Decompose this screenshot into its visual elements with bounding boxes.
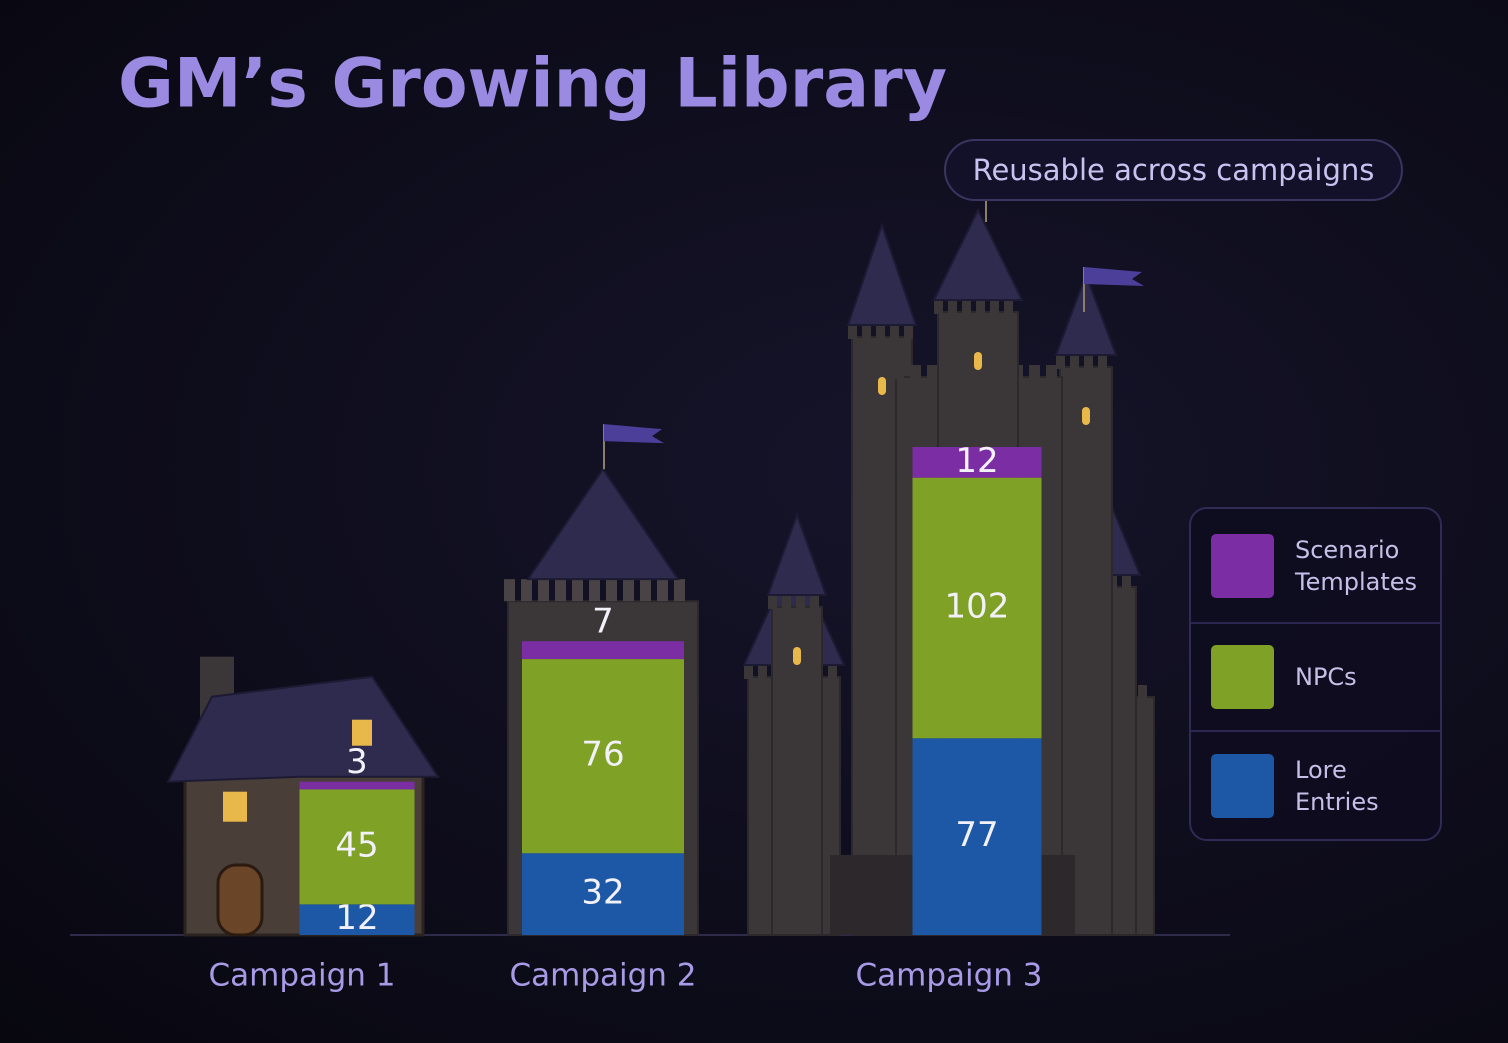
battlement [1084, 355, 1093, 369]
flag [1084, 267, 1144, 286]
value-label: 7 [592, 602, 614, 642]
bar-segment [522, 659, 684, 854]
legend-swatch [1211, 533, 1274, 598]
battlement [555, 579, 566, 602]
legend-item: Scenario Templates [1191, 509, 1440, 622]
value-label: 45 [335, 825, 378, 865]
house-roof [166, 675, 440, 783]
battlement [640, 579, 651, 602]
battlement [1004, 300, 1013, 314]
x-tick-label: Campaign 1 [208, 958, 395, 994]
legend-item: Lore Entries [1191, 730, 1440, 839]
x-tick-label: Campaign 3 [855, 958, 1042, 994]
battlement [1056, 355, 1065, 369]
battlement [796, 595, 805, 609]
battlement [904, 325, 913, 339]
battlement [572, 579, 583, 602]
battlement [1046, 365, 1057, 379]
battlement [862, 325, 871, 339]
battlement [848, 325, 857, 339]
battlement [538, 579, 549, 602]
legend-item: NPCs [1191, 622, 1440, 730]
battlement [890, 325, 899, 339]
battlement [962, 300, 971, 314]
annotation: Reusable across campaigns [944, 139, 1403, 201]
bar-segment [299, 781, 415, 790]
battlement [927, 365, 938, 379]
x-tick-label: Campaign 2 [509, 958, 696, 994]
battlement [782, 595, 791, 609]
battlement [1029, 365, 1040, 379]
battlement [674, 579, 685, 602]
door [216, 863, 264, 937]
window [974, 352, 982, 370]
value-label: 76 [581, 735, 624, 775]
battlement [876, 325, 885, 339]
battlement [657, 579, 668, 602]
bar-segment [912, 477, 1042, 739]
bar-segment [522, 853, 684, 935]
battlement [1070, 355, 1079, 369]
battlement [810, 595, 819, 609]
window [1082, 407, 1090, 425]
bar-segment [299, 789, 415, 905]
battlement [623, 579, 634, 602]
battlement [1138, 685, 1147, 699]
battlement [976, 300, 985, 314]
battlement [948, 300, 957, 314]
legend-swatch [1211, 645, 1274, 709]
battlement [504, 579, 515, 602]
legend-label: Lore Entries [1295, 755, 1379, 816]
roof [766, 512, 828, 596]
window [352, 719, 372, 746]
legend-label: Scenario Templates [1295, 535, 1418, 596]
chart-title: GM’s Growing Library [118, 45, 947, 124]
window [793, 647, 801, 665]
battlement [893, 365, 904, 379]
value-label: 3 [346, 742, 368, 782]
battlement [589, 579, 600, 602]
roof [932, 207, 1024, 301]
tower [1059, 366, 1113, 936]
legend-swatch [1211, 753, 1274, 818]
battlement [910, 365, 921, 379]
value-label: 12 [335, 898, 378, 938]
battlement [1122, 575, 1131, 589]
battlement [828, 665, 837, 679]
value-label: 32 [581, 873, 624, 913]
value-label: 77 [955, 815, 998, 855]
value-label: 12 [955, 441, 998, 481]
battlement [758, 665, 767, 679]
bar-segment [912, 447, 1042, 478]
battlement [521, 579, 532, 602]
bar-segment [299, 904, 415, 935]
battlement [768, 595, 777, 609]
battlement [744, 665, 753, 679]
legend-label: NPCs [1295, 663, 1357, 691]
window [878, 377, 886, 395]
battlement [1098, 355, 1107, 369]
legend: Scenario Templates NPCs Lore Entries [1189, 507, 1442, 841]
value-label: 102 [945, 586, 1010, 626]
bar-segment [522, 641, 684, 660]
roof [846, 221, 918, 326]
window [223, 791, 247, 822]
battlement [606, 579, 617, 602]
battlement [934, 300, 943, 314]
battlement [990, 300, 999, 314]
roof [1054, 272, 1118, 356]
flag [604, 424, 664, 444]
roof [526, 467, 680, 581]
bar-segment [912, 738, 1042, 935]
